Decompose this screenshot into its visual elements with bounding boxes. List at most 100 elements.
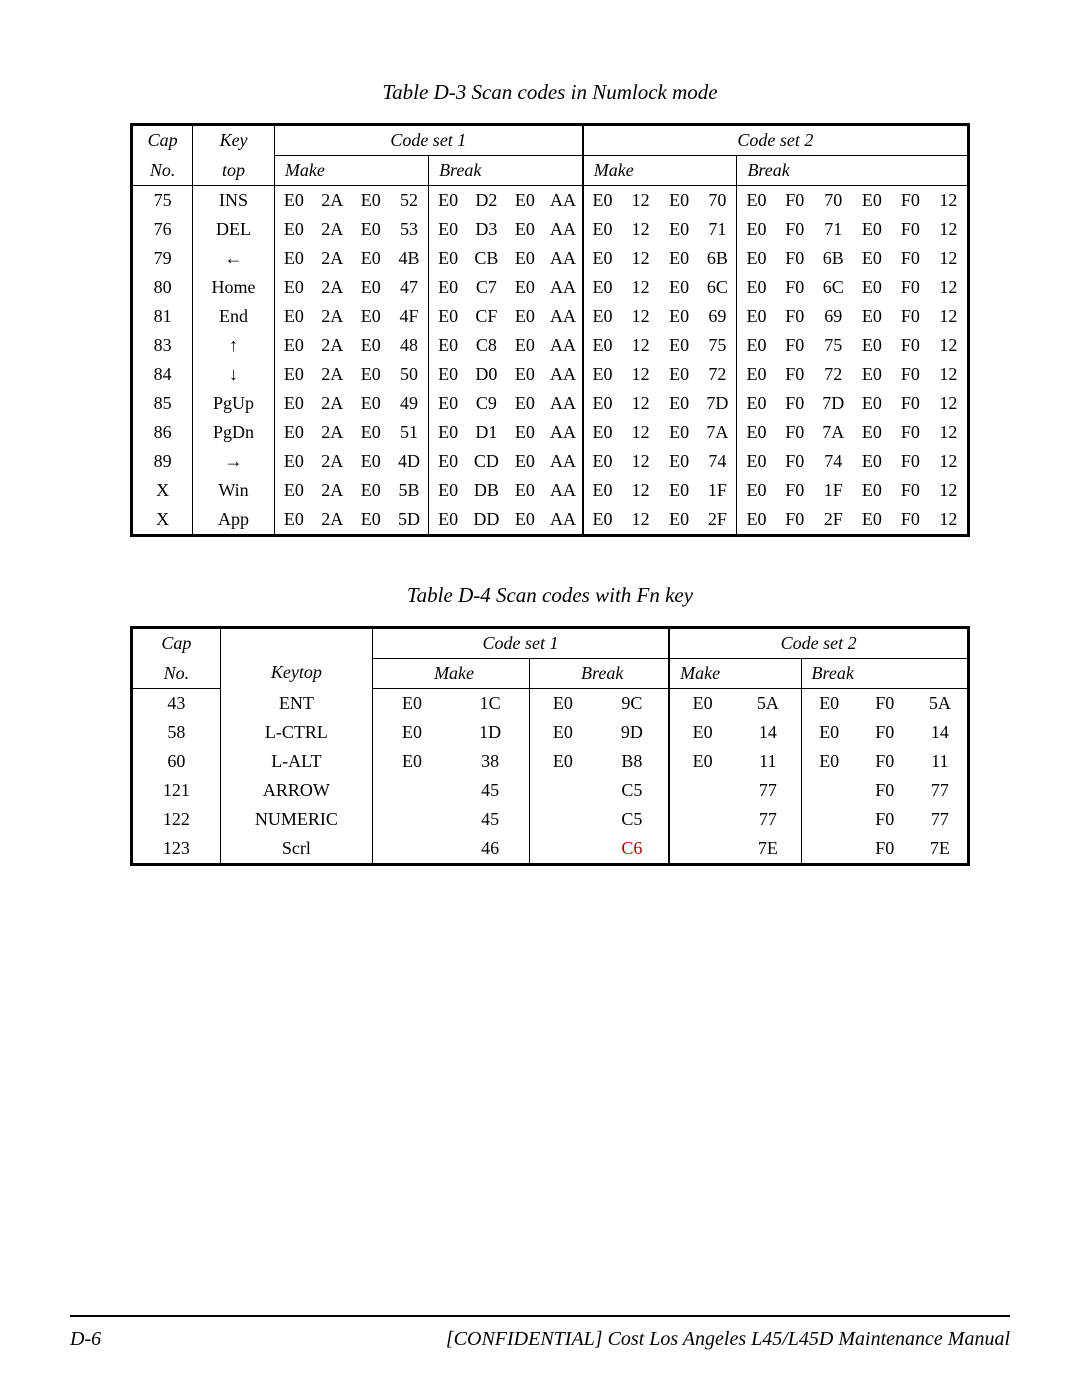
code-cell: E0 — [274, 418, 313, 447]
code-cell: E0 — [506, 505, 545, 536]
code-cell: 9C — [596, 689, 670, 719]
code-cell: F0 — [775, 244, 814, 273]
code-cell: 12 — [621, 186, 660, 216]
code-cell: E0 — [853, 302, 892, 331]
code-cell: E0 — [853, 331, 892, 360]
cap-cell: 80 — [132, 273, 193, 302]
code-cell: E0 — [429, 273, 468, 302]
code-cell: E0 — [506, 389, 545, 418]
code-cell: F0 — [775, 389, 814, 418]
code-cell: E0 — [853, 215, 892, 244]
code-cell: 2A — [313, 360, 352, 389]
code-cell: E0 — [351, 273, 390, 302]
code-cell: E0 — [274, 505, 313, 536]
code-cell: E0 — [530, 718, 596, 747]
code-cell: C6 — [596, 834, 670, 865]
header-code1: Code set 1 — [274, 125, 582, 156]
key-cell: ↓ — [193, 360, 275, 389]
code-cell: F0 — [775, 476, 814, 505]
code-cell: 72 — [814, 360, 853, 389]
code-cell: 11 — [913, 747, 969, 776]
code-cell: E0 — [274, 302, 313, 331]
code-cell: AA — [544, 273, 583, 302]
header-keytop: Keytop — [220, 628, 372, 689]
code-cell: E0 — [583, 244, 622, 273]
code-cell: E0 — [429, 505, 468, 536]
code-cell: E0 — [429, 360, 468, 389]
code-cell: F0 — [891, 447, 930, 476]
code-cell: 12 — [930, 331, 969, 360]
cap-cell: X — [132, 476, 193, 505]
header-break1: Break — [530, 659, 669, 689]
code-cell: E0 — [583, 476, 622, 505]
code-cell: 6B — [814, 244, 853, 273]
code-cell: 12 — [930, 447, 969, 476]
code-cell: E0 — [737, 215, 776, 244]
code-cell: E0 — [506, 418, 545, 447]
key-cell: NUMERIC — [220, 805, 372, 834]
code-cell: F0 — [891, 389, 930, 418]
code-cell: 12 — [621, 244, 660, 273]
code-cell: 2A — [313, 331, 352, 360]
code-cell: E0 — [737, 389, 776, 418]
key-cell: Scrl — [220, 834, 372, 865]
code-cell: 75 — [698, 331, 737, 360]
code-cell: E0 — [583, 215, 622, 244]
code-cell: F0 — [891, 302, 930, 331]
footer-tail: Maintenance Manual — [833, 1328, 1010, 1350]
table-row: 60L-ALTE038E0B8E011E0F011 — [132, 747, 969, 776]
key-cell: End — [193, 302, 275, 331]
code-cell: E0 — [274, 273, 313, 302]
code-cell: 1D — [451, 718, 530, 747]
code-cell: 71 — [698, 215, 737, 244]
code-cell: 5A — [913, 689, 969, 719]
cap-cell: 86 — [132, 418, 193, 447]
document-page: Table D-3 Scan codes in Numlock mode Cap… — [0, 0, 1080, 1397]
table-row: 80HomeE02AE047E0C7E0AAE012E06CE0F06CE0F0… — [132, 273, 969, 302]
key-cell: PgDn — [193, 418, 275, 447]
code-cell: E0 — [274, 244, 313, 273]
table-row: 86PgDnE02AE051E0D1E0AAE012E07AE0F07AE0F0… — [132, 418, 969, 447]
code-cell: AA — [544, 389, 583, 418]
table-row: Cap Keytop Code set 1 Code set 2 — [132, 628, 969, 659]
table-d3: Cap Key Code set 1 Code set 2 No. top Ma… — [130, 123, 970, 537]
header-make2: Make — [669, 659, 801, 689]
key-cell: ↑ — [193, 331, 275, 360]
code-cell: 7A — [698, 418, 737, 447]
code-cell: E0 — [853, 244, 892, 273]
code-cell: 14 — [913, 718, 969, 747]
code-cell: F0 — [857, 747, 913, 776]
code-cell: E0 — [429, 244, 468, 273]
code-cell: 12 — [930, 476, 969, 505]
code-cell: 5A — [735, 689, 801, 719]
code-cell: E0 — [274, 215, 313, 244]
code-cell — [669, 805, 735, 834]
code-cell: E0 — [737, 447, 776, 476]
code-cell: E0 — [506, 186, 545, 216]
cap-cell: 60 — [132, 747, 221, 776]
key-cell: DEL — [193, 215, 275, 244]
code-cell: 12 — [930, 302, 969, 331]
code-cell: 50 — [390, 360, 429, 389]
code-cell: AA — [544, 418, 583, 447]
footer-mid: Cost Los Angeles — [603, 1328, 752, 1350]
table-row: 122NUMERIC45C577F077 — [132, 805, 969, 834]
header-top: top — [193, 156, 275, 186]
code-cell: E0 — [351, 476, 390, 505]
code-cell: E0 — [669, 718, 735, 747]
code-cell: 12 — [930, 505, 969, 536]
footer-text: [CONFIDENTIAL] Cost Los Angeles L45/L45D… — [446, 1328, 1010, 1351]
header-no: No. — [132, 659, 221, 689]
code-cell: 75 — [814, 331, 853, 360]
table-row: XWinE02AE05BE0DBE0AAE012E01FE0F01FE0F012 — [132, 476, 969, 505]
code-cell: 47 — [390, 273, 429, 302]
code-cell: E0 — [506, 360, 545, 389]
table-d4: Cap Keytop Code set 1 Code set 2 No. Mak… — [130, 626, 970, 866]
code-cell: F0 — [775, 302, 814, 331]
code-cell: AA — [544, 476, 583, 505]
cap-cell: 89 — [132, 447, 193, 476]
key-cell: L-ALT — [220, 747, 372, 776]
code-cell: 9D — [596, 718, 670, 747]
code-cell: 12 — [621, 302, 660, 331]
code-cell: 70 — [814, 186, 853, 216]
